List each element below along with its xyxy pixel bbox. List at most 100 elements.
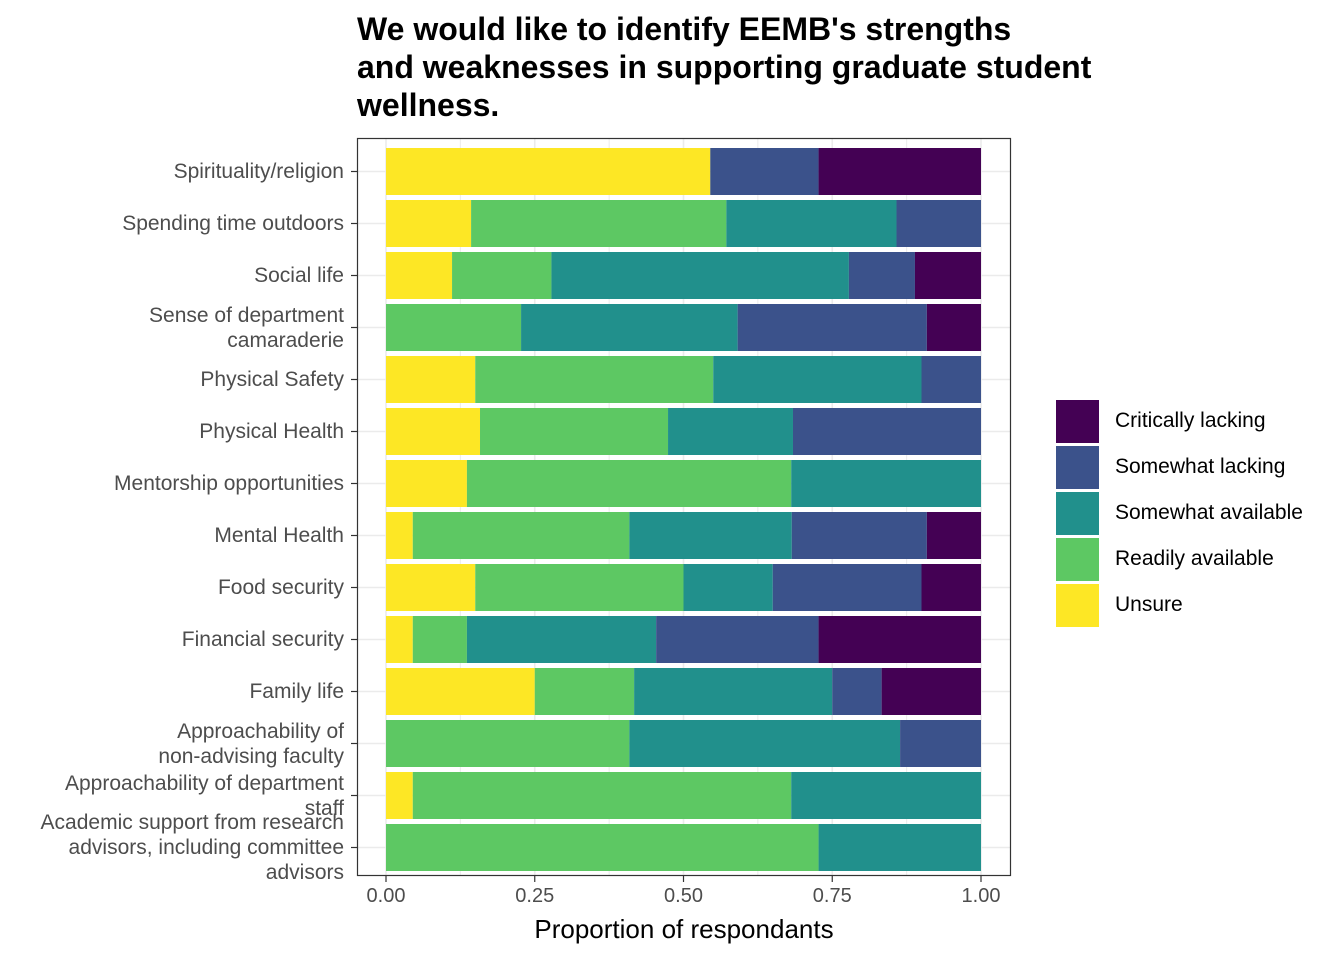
- legend-item: Readily available: [1056, 538, 1344, 582]
- y-tick-label: Mental Health: [214, 523, 344, 548]
- legend-label: Critically lacking: [1115, 409, 1266, 432]
- bar-unsure: [386, 356, 476, 403]
- x-tick-label: 1.00: [961, 885, 1001, 907]
- y-tick-label-line: Physical Health: [199, 420, 344, 443]
- y-tick-label-line: Spirituality/religion: [173, 160, 344, 183]
- bar-somewhat-lacking: [900, 720, 981, 767]
- bar-somewhat-available: [713, 356, 922, 403]
- bar-readily-available: [412, 772, 792, 819]
- bar-unsure: [386, 668, 535, 715]
- bar-somewhat-available: [818, 824, 981, 871]
- y-tick-label: Approachability of non-advising faculty: [158, 719, 344, 769]
- y-tick-label: Mentorship opportunities: [114, 471, 344, 496]
- y-tick-label: Approachability of department staff: [65, 771, 344, 821]
- bar-critically-lacking: [926, 304, 981, 351]
- chart-title-line: We would like to identify EEMB's strengt…: [357, 11, 1012, 47]
- chart-title-line: wellness.: [357, 87, 500, 123]
- chart-title: We would like to identify EEMB's strengt…: [357, 10, 1257, 124]
- y-tick-label-line: Social life: [254, 264, 344, 287]
- bar-somewhat-lacking: [710, 148, 819, 195]
- legend-swatch: [1056, 492, 1099, 535]
- y-tick-label-line: Mentorship opportunities: [114, 472, 344, 495]
- legend-swatch: [1056, 584, 1099, 627]
- bar-readily-available: [412, 616, 467, 663]
- y-tick-label-line: Academic support from research: [40, 811, 344, 834]
- y-tick-label-line: Financial security: [181, 628, 344, 651]
- y-tick-label: Physical Health: [199, 419, 344, 444]
- bar-readily-available: [386, 304, 522, 351]
- bar-unsure: [386, 252, 453, 299]
- y-tick-label-line: Physical Safety: [200, 368, 344, 391]
- chart-title-line: and weaknesses in supporting graduate st…: [357, 49, 1092, 85]
- bar-readily-available: [471, 200, 727, 247]
- bar-unsure: [386, 616, 413, 663]
- x-axis-title: Proportion of respondants: [534, 914, 834, 944]
- bar-somewhat-lacking: [656, 616, 819, 663]
- bar-somewhat-lacking: [772, 564, 922, 611]
- bar-critically-lacking: [818, 148, 981, 195]
- bar-somewhat-lacking: [791, 512, 927, 559]
- x-tick-label: 0.75: [812, 885, 852, 907]
- bar-somewhat-lacking: [896, 200, 981, 247]
- bar-somewhat-available: [668, 408, 793, 455]
- bar-unsure: [386, 148, 711, 195]
- bar-somewhat-available: [551, 252, 849, 299]
- legend-swatch: [1056, 538, 1099, 581]
- bar-readily-available: [475, 564, 684, 611]
- y-tick-label-line: non-advising faculty: [158, 744, 344, 768]
- bar-unsure: [386, 772, 413, 819]
- x-tick-label: 0.50: [664, 885, 703, 907]
- y-tick-label: Family life: [249, 679, 344, 704]
- bar-somewhat-lacking: [921, 356, 981, 403]
- bar-readily-available: [386, 824, 819, 871]
- bar-unsure: [386, 564, 476, 611]
- y-tick-label-line: camaraderie: [227, 328, 344, 352]
- y-tick-label: Food security: [218, 575, 344, 600]
- legend-swatch: [1056, 400, 1099, 443]
- bar-readily-available: [466, 460, 792, 507]
- bar-unsure: [386, 460, 467, 507]
- bar-somewhat-lacking: [792, 408, 981, 455]
- bar-critically-lacking: [881, 668, 981, 715]
- y-tick-label-line: Spending time outdoors: [122, 212, 344, 235]
- legend-item: Critically lacking: [1056, 400, 1344, 444]
- bar-readily-available: [452, 252, 552, 299]
- y-tick-label-line: advisors: [265, 861, 344, 884]
- bar-somewhat-available: [521, 304, 738, 351]
- bar-readily-available: [534, 668, 635, 715]
- y-tick-label-line: Mental Health: [214, 524, 344, 547]
- bar-critically-lacking: [914, 252, 981, 299]
- bar-unsure: [386, 512, 413, 559]
- bar-critically-lacking: [818, 616, 981, 663]
- bar-critically-lacking: [926, 512, 981, 559]
- bar-readily-available: [412, 512, 630, 559]
- y-tick-label-line: Food security: [217, 576, 344, 599]
- y-tick-label-line: Approachability of department: [65, 771, 344, 795]
- bar-somewhat-available: [629, 512, 792, 559]
- legend-item: Somewhat lacking: [1056, 446, 1344, 490]
- bar-somewhat-available: [683, 564, 773, 611]
- y-tick-label: Spending time outdoors: [122, 211, 344, 236]
- x-tick-label: 0.00: [366, 885, 406, 907]
- bar-readily-available: [480, 408, 669, 455]
- bar-critically-lacking: [921, 564, 981, 611]
- y-tick-label: Spirituality/religion: [174, 159, 344, 184]
- legend-item: Unsure: [1056, 584, 1344, 628]
- bar-somewhat-available: [726, 200, 897, 247]
- y-tick-label: Academic support from research advisors, …: [41, 810, 344, 885]
- y-tick-label: Physical Safety: [200, 367, 344, 392]
- bar-somewhat-lacking: [832, 668, 882, 715]
- bar-somewhat-lacking: [737, 304, 927, 351]
- y-tick-label: Financial security: [182, 627, 344, 652]
- plot-border: [356, 137, 1012, 877]
- bar-readily-available: [475, 356, 714, 403]
- legend-swatch: [1056, 446, 1099, 489]
- bar-somewhat-lacking: [848, 252, 915, 299]
- y-tick-label-line: Family life: [249, 680, 344, 703]
- bar-readily-available: [386, 720, 630, 767]
- y-tick-label: Social life: [254, 263, 344, 288]
- y-tick-label-line: staff: [304, 796, 344, 820]
- bar-unsure: [386, 408, 481, 455]
- y-tick-label-line: Approachability of: [177, 719, 344, 743]
